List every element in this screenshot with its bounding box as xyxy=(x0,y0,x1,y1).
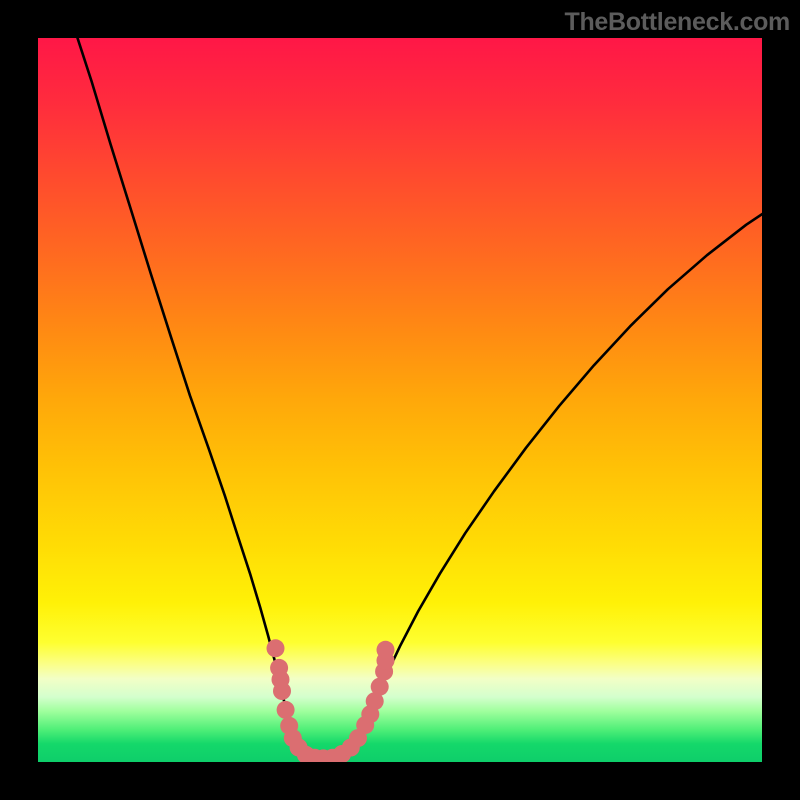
attribution-text: TheBottleneck.com xyxy=(564,8,790,37)
chart-frame-border xyxy=(0,0,800,800)
